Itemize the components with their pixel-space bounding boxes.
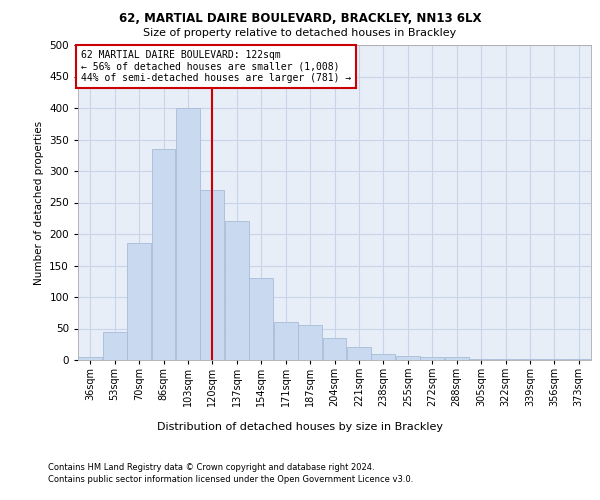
Text: Distribution of detached houses by size in Brackley: Distribution of detached houses by size … (157, 422, 443, 432)
Bar (420, 357, 444, 360)
Bar (323, 338, 346, 360)
Bar (78, 357, 102, 360)
Text: 62, MARTIAL DAIRE BOULEVARD, BRACKLEY, NN13 6LX: 62, MARTIAL DAIRE BOULEVARD, BRACKLEY, N… (119, 12, 481, 26)
Bar (494, 358, 517, 360)
Text: Size of property relative to detached houses in Brackley: Size of property relative to detached ho… (143, 28, 457, 38)
Bar (298, 326, 322, 360)
Text: 62 MARTIAL DAIRE BOULEVARD: 122sqm
← 56% of detached houses are smaller (1,008)
: 62 MARTIAL DAIRE BOULEVARD: 122sqm ← 56%… (80, 50, 351, 83)
Y-axis label: Number of detached properties: Number of detached properties (34, 120, 44, 284)
Bar (347, 348, 371, 360)
Bar (371, 354, 395, 360)
Bar (274, 322, 298, 360)
Bar (103, 332, 127, 360)
Bar (469, 358, 493, 360)
Bar (249, 278, 273, 360)
Bar (225, 222, 249, 360)
Bar (200, 190, 224, 360)
Bar (176, 108, 200, 360)
Bar (445, 358, 469, 360)
Bar (127, 244, 151, 360)
Text: Contains public sector information licensed under the Open Government Licence v3: Contains public sector information licen… (48, 475, 413, 484)
Text: Contains HM Land Registry data © Crown copyright and database right 2024.: Contains HM Land Registry data © Crown c… (48, 464, 374, 472)
Bar (396, 356, 420, 360)
Bar (152, 149, 175, 360)
